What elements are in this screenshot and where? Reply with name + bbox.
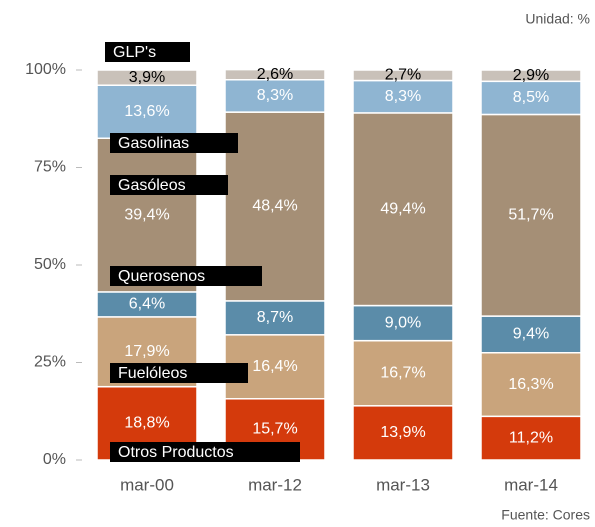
value-label: 13,9%: [380, 424, 425, 441]
y-tick-label: 25%: [34, 354, 66, 371]
source-note: Fuente: Cores: [501, 507, 590, 523]
legend-tag: [110, 266, 262, 286]
bar-segment: [352, 304, 454, 342]
legend-label: Otros Productos: [118, 444, 234, 461]
value-label: 51,7%: [508, 206, 553, 223]
bar-segment: [352, 69, 454, 82]
legend-tag: [105, 42, 190, 62]
value-label: 2,7%: [385, 66, 421, 83]
y-tick-label: 100%: [25, 61, 66, 78]
x-tick-label: mar-13: [376, 475, 430, 494]
bar-segment: [480, 69, 582, 83]
legend-tag: [110, 363, 248, 383]
value-label: 11,2%: [509, 429, 553, 446]
bar-segment: [352, 112, 454, 307]
legend-label: Gasolinas: [118, 135, 189, 152]
bar-segment: [224, 68, 326, 81]
value-label: 9,0%: [385, 314, 421, 331]
value-label: 16,3%: [508, 376, 553, 393]
x-tick-label: mar-12: [248, 475, 302, 494]
value-label: 49,4%: [380, 200, 425, 217]
value-label: 15,7%: [252, 421, 297, 438]
value-label: 9,4%: [513, 326, 549, 343]
bar-segment: [480, 352, 582, 418]
value-label: 2,9%: [513, 67, 549, 84]
bar-segment: [224, 79, 326, 113]
value-label: 16,7%: [380, 364, 425, 381]
bar-segment: [480, 113, 582, 317]
y-tick-label: 75%: [34, 159, 66, 176]
value-label: 18,8%: [124, 415, 169, 432]
value-label: 13,6%: [124, 103, 169, 120]
y-tick-label: 0%: [43, 451, 66, 468]
legend-tag: [110, 133, 238, 153]
x-tick-label: mar-00: [120, 475, 174, 494]
bar-segment: [352, 79, 454, 114]
value-label: 8,3%: [257, 87, 293, 104]
value-label: 2,6%: [257, 66, 293, 83]
legend-label: Querosenos: [118, 268, 205, 285]
value-label: 39,4%: [124, 206, 169, 223]
bar-segment: [480, 415, 582, 461]
bar-segment: [96, 69, 198, 86]
value-label: 48,4%: [252, 198, 297, 215]
value-label: 17,9%: [124, 343, 169, 360]
legend-label: Gasóleos: [118, 177, 186, 194]
y-tick-label: 50%: [34, 256, 66, 273]
value-label: 8,5%: [513, 89, 549, 106]
value-label: 6,4%: [129, 296, 165, 313]
bar-segment: [352, 339, 454, 407]
bar-segment: [480, 80, 582, 116]
bar-segment: [224, 300, 326, 336]
legend-label: Fuelóleos: [118, 365, 187, 382]
value-label: 8,7%: [257, 309, 293, 326]
unit-note: Unidad: %: [525, 11, 590, 27]
bar-segment: [352, 405, 454, 461]
legend-tag: [110, 442, 300, 462]
legend-label: GLP's: [113, 44, 156, 61]
x-tick-label: mar-14: [504, 475, 558, 494]
legend-tag: [110, 175, 228, 195]
value-label: 8,3%: [385, 88, 421, 105]
value-label: 3,9%: [129, 69, 165, 86]
value-label: 16,4%: [252, 358, 297, 375]
